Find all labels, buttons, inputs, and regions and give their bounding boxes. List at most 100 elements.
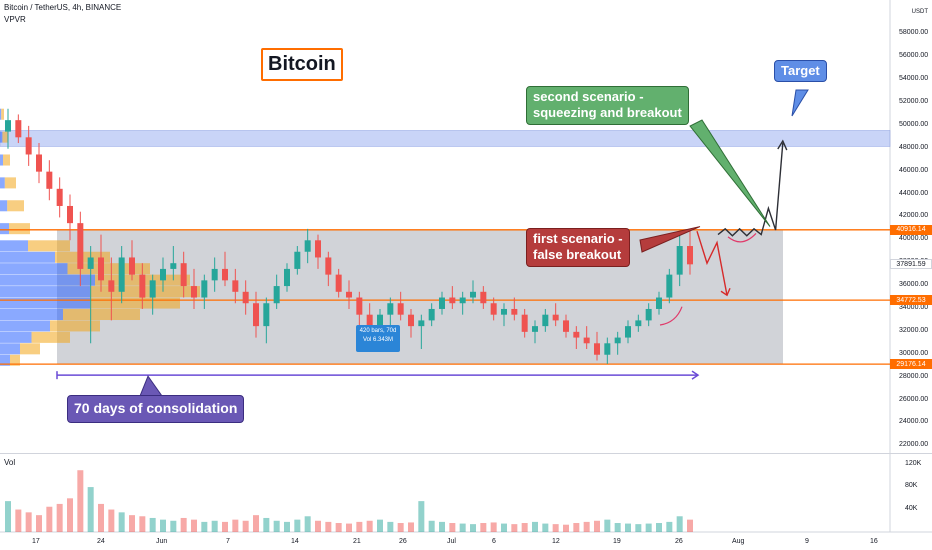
candle-body <box>263 303 270 327</box>
vpvr-bar-up <box>0 274 95 286</box>
candle-body <box>377 314 383 327</box>
vpvr-bar-down <box>28 240 70 252</box>
volume-bar <box>459 523 466 532</box>
range-info-bars: 420 bars, 70d <box>359 328 397 334</box>
candle-body <box>201 280 208 298</box>
price-tick-label: 56000.00 <box>899 52 929 60</box>
volume-bar <box>387 521 394 532</box>
candle-body <box>46 171 53 189</box>
candle-body <box>552 314 559 321</box>
candle-body <box>356 297 363 315</box>
candle-body <box>191 286 197 298</box>
candle-body <box>635 320 642 327</box>
volume-bar <box>108 509 115 532</box>
candle-body <box>532 326 538 332</box>
volume-bar <box>377 519 383 532</box>
time-tick-label: 26 <box>399 538 407 545</box>
vpvr-bar-down <box>1 108 4 120</box>
candle-body <box>222 268 228 281</box>
volume-bar <box>573 523 580 532</box>
vpvr-bar-up <box>0 177 5 189</box>
time-tick-label: Jul <box>447 538 456 545</box>
candle-body <box>470 291 476 298</box>
vpvr-bar-up <box>0 131 3 143</box>
candle-body <box>573 331 580 338</box>
candle-body <box>67 205 73 224</box>
volume-bar <box>5 501 11 532</box>
candle-body <box>232 280 239 292</box>
vpvr-bar-up <box>0 343 20 355</box>
volume-bar <box>625 523 631 532</box>
candle-body <box>604 343 611 355</box>
vpvr-bar-down <box>2 131 8 143</box>
vpvr-bar-up <box>0 200 8 212</box>
candle-body <box>315 240 321 258</box>
candle-body <box>366 314 373 327</box>
price-tick-label: 36000.00 <box>899 281 929 289</box>
time-tick-label: 16 <box>870 538 878 545</box>
time-tick-label: Aug <box>732 538 745 545</box>
volume-bar <box>645 523 652 532</box>
candle-body <box>139 274 146 298</box>
volume-bar <box>160 519 166 532</box>
vpvr-bar-up <box>0 320 50 332</box>
vpvr-bar-up <box>0 286 90 298</box>
indicator-vpvr-label: VPVR <box>4 15 26 24</box>
candle-body <box>656 297 662 309</box>
volume-bar <box>532 521 538 532</box>
level-price-tag: 40916.14 <box>890 224 932 235</box>
candle-body <box>480 291 487 304</box>
candle-body <box>614 337 621 344</box>
vpvr-bar-down <box>4 177 16 189</box>
volume-bar <box>56 503 63 532</box>
volume-bar <box>294 519 301 532</box>
candle-body <box>149 280 156 298</box>
range-info-box: 420 bars, 70d Vol 6.343M <box>356 325 400 352</box>
volume-bar <box>511 524 518 532</box>
vpvr-bar-down <box>3 154 10 166</box>
candle-body <box>56 188 63 206</box>
vpvr-bar-down <box>31 331 70 343</box>
volume-bar <box>170 520 177 532</box>
candle-body <box>397 303 404 315</box>
volume-bar <box>325 521 332 532</box>
candle-body <box>77 223 84 269</box>
time-tick-label: 6 <box>492 538 496 545</box>
volume-bar <box>676 516 683 532</box>
first-scenario-callout-pointer <box>639 226 701 253</box>
first-scenario-arrowhead <box>720 287 731 297</box>
symbol-title: Bitcoin / TetherUS, 4h, BINANCE <box>4 3 122 12</box>
volume-bar <box>242 520 249 532</box>
candle-body <box>563 320 569 332</box>
volume-bar <box>67 498 73 532</box>
volume-bar <box>284 521 290 532</box>
volume-bar <box>129 515 135 532</box>
vpvr-bar-down <box>10 354 20 366</box>
price-tick-label: 32000.00 <box>899 326 929 334</box>
volume-bar <box>201 521 208 532</box>
candle-body <box>666 274 673 298</box>
vpvr-bar-down <box>20 343 40 355</box>
second-scenario-path <box>717 142 784 237</box>
breakout-arc <box>659 306 683 326</box>
price-tick-label: 48000.00 <box>899 143 929 151</box>
consolidation-box: 70 days of consolidation <box>67 395 245 423</box>
candle-body <box>118 257 125 292</box>
candle-body <box>98 257 104 281</box>
price-tick-label: 26000.00 <box>899 395 929 403</box>
time-tick-label: 9 <box>805 538 809 545</box>
volume-bar <box>36 515 42 532</box>
volume-bar <box>211 520 218 532</box>
candle-body <box>273 286 280 304</box>
candle-body <box>129 257 135 275</box>
candle-body <box>325 257 332 275</box>
level-price-tag: 29176.14 <box>890 359 932 370</box>
candle-body <box>449 297 456 304</box>
candle-body <box>490 303 497 315</box>
candle-body <box>160 268 166 281</box>
currency-label: USDT <box>911 9 928 15</box>
volume-pane-label: Vol <box>4 458 16 467</box>
target-callout-pointer <box>791 89 809 117</box>
volume-bar <box>346 523 352 532</box>
